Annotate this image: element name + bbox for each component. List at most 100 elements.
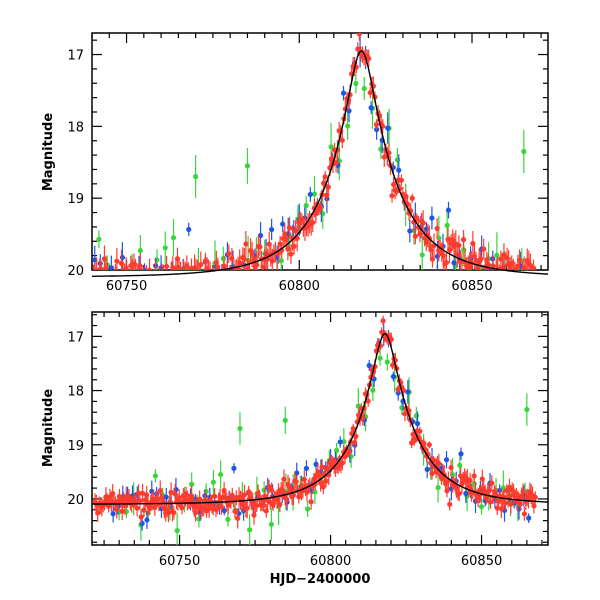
data-point bbox=[75, 280, 80, 285]
data-point bbox=[171, 510, 177, 516]
data-point bbox=[373, 121, 380, 128]
data-point bbox=[241, 492, 248, 498]
data-point bbox=[413, 413, 419, 419]
x-axis-label: HJD−2400000 bbox=[270, 572, 371, 587]
data-point bbox=[244, 505, 250, 511]
data-point bbox=[165, 510, 172, 516]
data-point bbox=[244, 163, 251, 169]
data-point bbox=[209, 289, 214, 294]
data-point bbox=[247, 527, 253, 533]
data-point bbox=[167, 279, 172, 284]
data-point bbox=[166, 281, 171, 286]
data-point bbox=[281, 476, 287, 482]
top-y-tick-label: 20 bbox=[67, 264, 84, 279]
data-point bbox=[47, 260, 52, 265]
data-point bbox=[529, 276, 534, 281]
data-point bbox=[366, 362, 372, 369]
data-point bbox=[489, 480, 495, 486]
data-point bbox=[307, 191, 313, 198]
data-point bbox=[445, 207, 452, 213]
data-point bbox=[58, 284, 63, 289]
data-point bbox=[489, 270, 494, 275]
data-point bbox=[412, 233, 418, 239]
data-point bbox=[303, 465, 310, 471]
data-point bbox=[368, 105, 374, 111]
data-point bbox=[163, 494, 169, 500]
data-point bbox=[339, 460, 345, 466]
data-point bbox=[162, 280, 167, 285]
data-point bbox=[395, 386, 401, 392]
data-point bbox=[197, 283, 202, 288]
data-point bbox=[263, 508, 269, 514]
data-point bbox=[268, 521, 274, 527]
data-point bbox=[409, 440, 415, 446]
data-point bbox=[325, 184, 331, 190]
data-point bbox=[496, 283, 501, 288]
data-point bbox=[35, 278, 40, 283]
data-point bbox=[303, 203, 309, 209]
data-point bbox=[137, 498, 143, 504]
bottom-y-tick-label: 20 bbox=[67, 493, 84, 508]
data-point bbox=[480, 271, 485, 276]
data-point bbox=[63, 284, 68, 289]
data-point bbox=[226, 251, 232, 257]
data-point bbox=[478, 256, 484, 262]
data-point bbox=[399, 405, 405, 411]
data-point bbox=[390, 373, 396, 380]
data-point bbox=[417, 231, 423, 237]
data-point bbox=[494, 252, 500, 258]
data-point bbox=[398, 177, 404, 183]
data-point bbox=[53, 277, 58, 282]
data-point bbox=[80, 291, 85, 296]
data-point bbox=[119, 508, 125, 514]
data-point bbox=[139, 490, 146, 496]
data-point bbox=[204, 308, 209, 313]
data-point bbox=[308, 499, 314, 505]
data-point bbox=[137, 247, 143, 254]
data-point bbox=[493, 492, 499, 498]
data-point bbox=[305, 506, 311, 512]
data-point bbox=[81, 300, 86, 305]
data-point bbox=[232, 508, 238, 515]
data-point bbox=[463, 490, 469, 497]
data-point bbox=[322, 174, 328, 180]
data-point bbox=[173, 486, 179, 493]
data-point bbox=[353, 433, 359, 440]
data-point bbox=[184, 269, 186, 270]
data-point bbox=[435, 484, 441, 491]
bottom-ticks: 60750 60800 60850 17 18 19 20 bbox=[67, 312, 548, 569]
data-point bbox=[38, 273, 43, 278]
data-point bbox=[239, 275, 244, 280]
data-point bbox=[29, 274, 34, 279]
data-point bbox=[218, 275, 223, 280]
data-point bbox=[434, 253, 441, 259]
data-point bbox=[419, 252, 425, 258]
data-point bbox=[290, 492, 297, 498]
data-point bbox=[444, 222, 450, 229]
data-point bbox=[92, 257, 98, 263]
top-x-tick-label: 60750 bbox=[106, 279, 147, 294]
data-point bbox=[262, 493, 268, 499]
data-point bbox=[208, 277, 213, 282]
data-point bbox=[313, 211, 319, 217]
data-point bbox=[286, 225, 293, 231]
data-point bbox=[497, 273, 502, 278]
data-point bbox=[380, 318, 386, 324]
data-point bbox=[215, 264, 221, 270]
top-y-tick-label: 19 bbox=[67, 192, 84, 207]
data-point bbox=[405, 389, 411, 395]
data-point bbox=[443, 457, 450, 463]
data-point bbox=[407, 228, 413, 234]
top-y-tick-label: 17 bbox=[67, 49, 84, 64]
data-point bbox=[269, 226, 275, 233]
data-point bbox=[119, 254, 125, 261]
data-point bbox=[150, 279, 155, 284]
data-point bbox=[192, 510, 199, 516]
data-point bbox=[206, 269, 211, 270]
data-point bbox=[152, 473, 159, 479]
data-point bbox=[429, 256, 436, 262]
data-point bbox=[188, 282, 193, 287]
top-x-tick-label: 60800 bbox=[279, 279, 320, 294]
data-point bbox=[377, 355, 383, 361]
